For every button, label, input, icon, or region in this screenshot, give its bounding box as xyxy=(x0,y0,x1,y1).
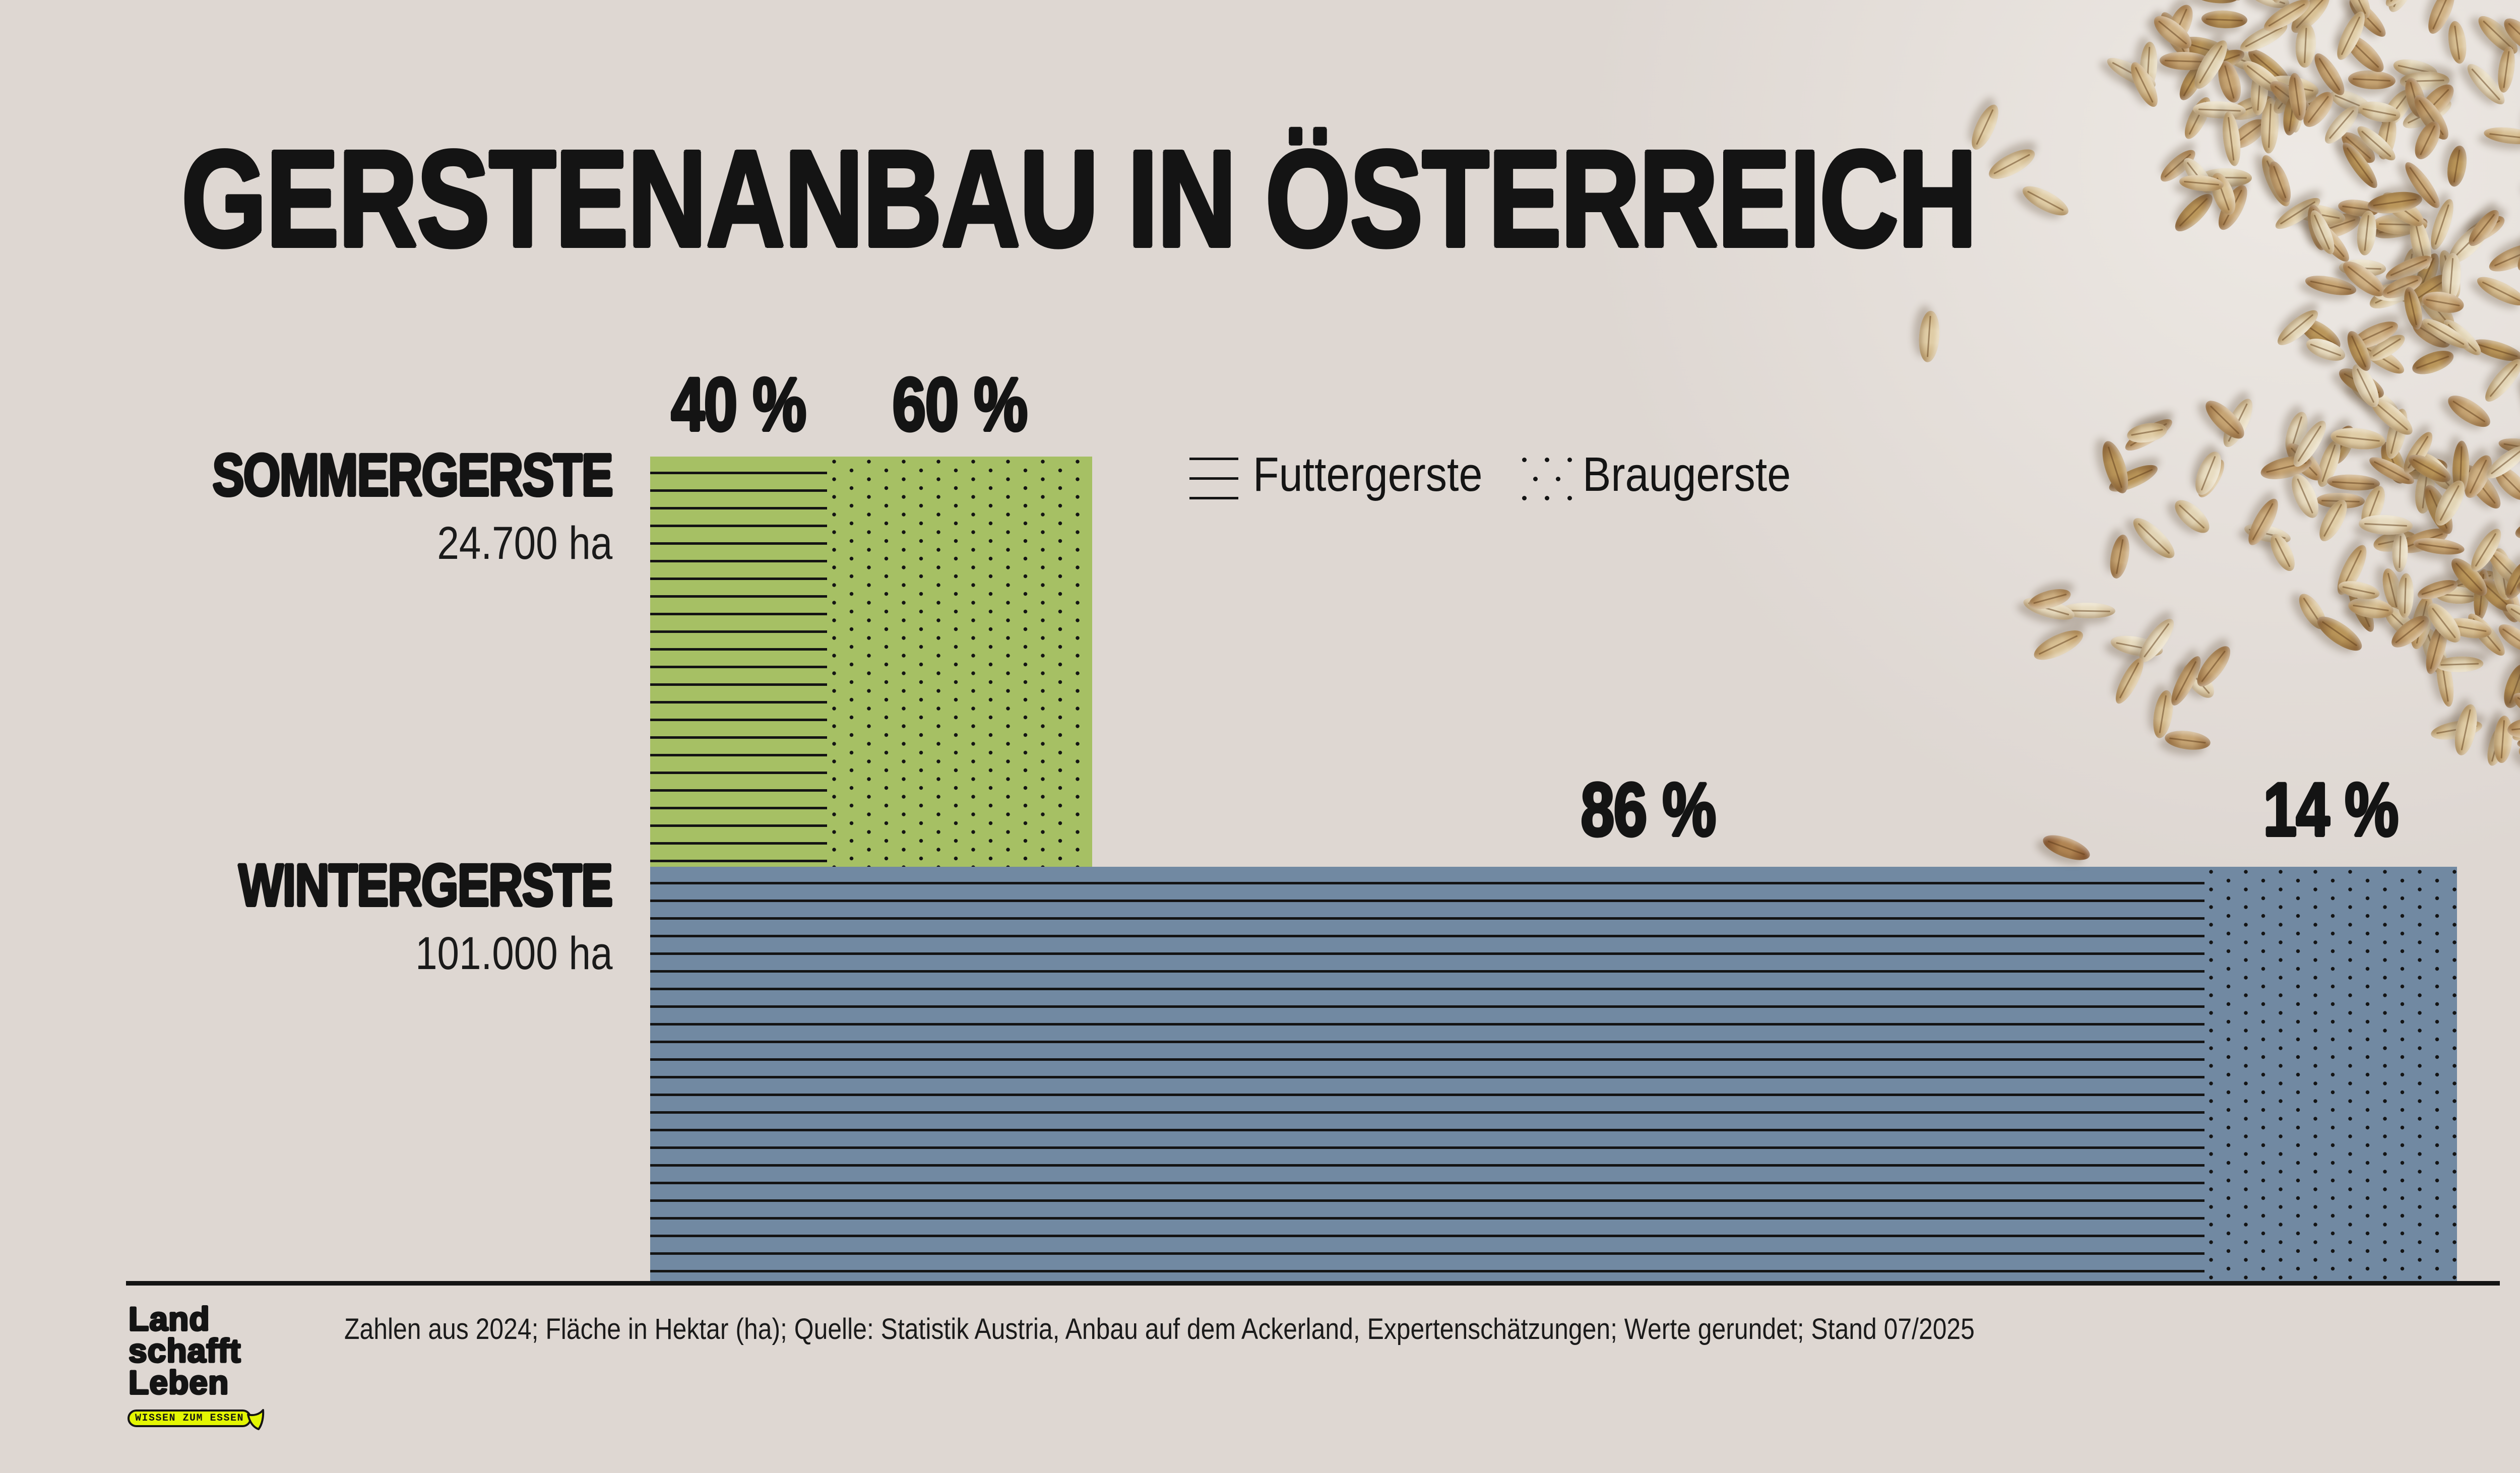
row-label-wintergerste: WINTERGERSTE xyxy=(238,852,613,919)
legend-item-braugerste: Braugerste xyxy=(1583,447,1791,501)
page-title-text: GERSTENANBAU IN ÖSTERREICH xyxy=(181,122,1977,275)
logo-land-schafft-leben-line3: Leben xyxy=(129,1364,229,1401)
segment-sommergerste-braugerste-dots xyxy=(827,457,1093,867)
legend-lines-pattern-icon xyxy=(1189,458,1238,499)
wissen-zum-essen-badge: WISSEN ZUM ESSEN xyxy=(128,1410,251,1427)
baseline-axis xyxy=(126,1281,2500,1286)
legend-dots-pattern-icon xyxy=(1522,458,1527,462)
page-title: GERSTENANBAU IN ÖSTERREICH xyxy=(181,130,2425,267)
badge-label: WISSEN ZUM ESSEN xyxy=(135,1413,244,1424)
row-label-sommergerste: SOMMERGERSTE xyxy=(212,442,613,508)
row-value-sommergerste: 24.700 ha xyxy=(437,518,612,569)
pct-label-wintergerste-braugerste: 14 % xyxy=(2263,767,2399,852)
row-value-wintergerste: 101.000 ha xyxy=(415,928,612,979)
segment-wintergerste-braugerste-dots xyxy=(2204,867,2457,1281)
pct-label-sommergerste-braugerste: 60 % xyxy=(892,362,1028,446)
segment-wintergerste-futtergerste-lines xyxy=(650,867,2204,1281)
logo-land-schafft-leben-line1: Land xyxy=(129,1300,210,1337)
legend-item-futtergerste: Futtergerste xyxy=(1253,447,1483,501)
segment-sommergerste-futtergerste-lines xyxy=(650,457,827,867)
bar-wintergerste xyxy=(650,867,2457,1281)
pct-label-wintergerste-futtergerste: 86 % xyxy=(1581,767,1716,852)
bar-sommergerste xyxy=(650,457,1093,867)
source-note: Zahlen aus 2024; Fläche in Hektar (ha); … xyxy=(344,1313,1975,1346)
pct-label-sommergerste-futtergerste: 40 % xyxy=(671,362,806,446)
logo-land-schafft-leben-line2: schafft xyxy=(129,1332,241,1369)
badge-speech-tail-icon xyxy=(247,1409,265,1430)
